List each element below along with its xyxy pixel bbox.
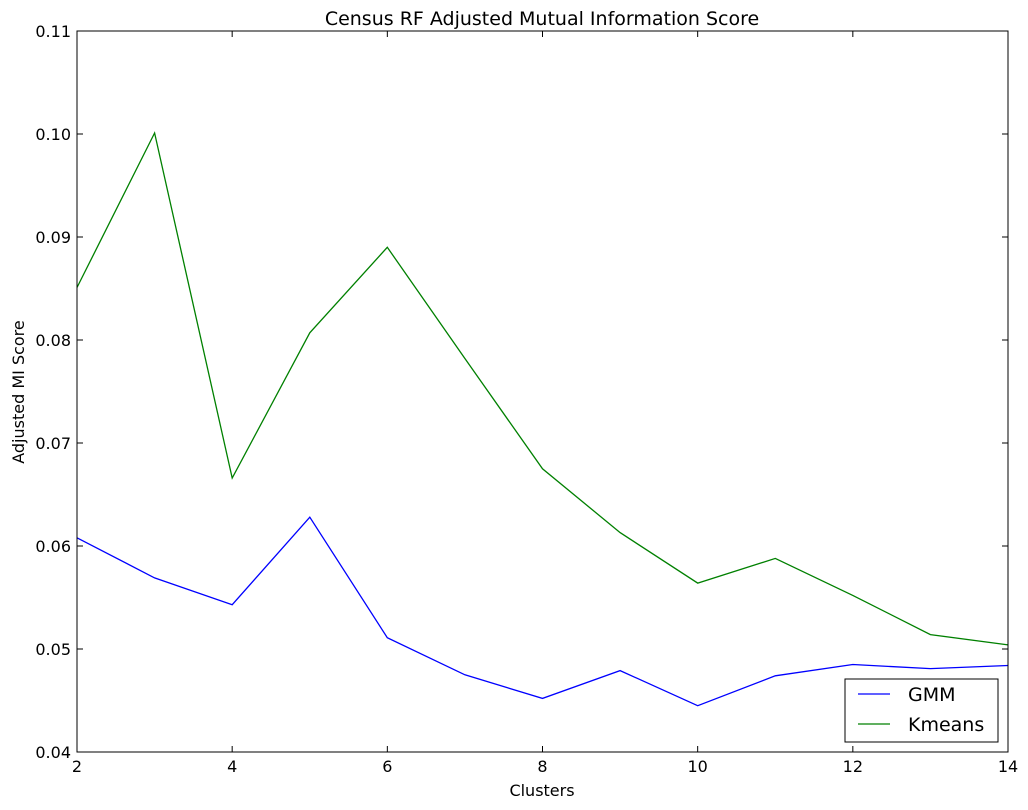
y-tick-label: 0.06 [35,537,71,556]
legend: GMM Kmeans [844,678,999,743]
x-tick-label: 10 [687,757,707,776]
y-tick-label: 0.10 [35,125,71,144]
y-tick-label: 0.08 [35,331,71,350]
x-tick-label: 14 [998,757,1018,776]
legend-label-gmm: GMM [908,684,956,706]
plot-frame [76,30,1009,753]
x-tick-label: 12 [843,757,863,776]
x-tick-label: 6 [382,757,392,776]
series-line-kmeans [76,131,1009,646]
y-tick-label: 0.09 [35,228,71,247]
y-axis-label: Adjusted MI Score [9,320,28,464]
y-tick-label: 0.11 [35,22,71,41]
x-tick-label: 8 [537,757,547,776]
legend-label-kmeans: Kmeans [908,714,984,736]
y-tick-label: 0.05 [35,640,71,659]
y-tick-label: 0.04 [35,743,71,762]
chart-title: Census RF Adjusted Mutual Information Sc… [325,8,759,30]
y-tick-label: 0.07 [35,434,71,453]
legend-box [844,678,999,743]
series-line-gmm [76,516,1009,707]
x-axis-label: Clusters [509,781,574,800]
x-tick-label: 4 [227,757,237,776]
x-tick-label: 2 [72,757,82,776]
